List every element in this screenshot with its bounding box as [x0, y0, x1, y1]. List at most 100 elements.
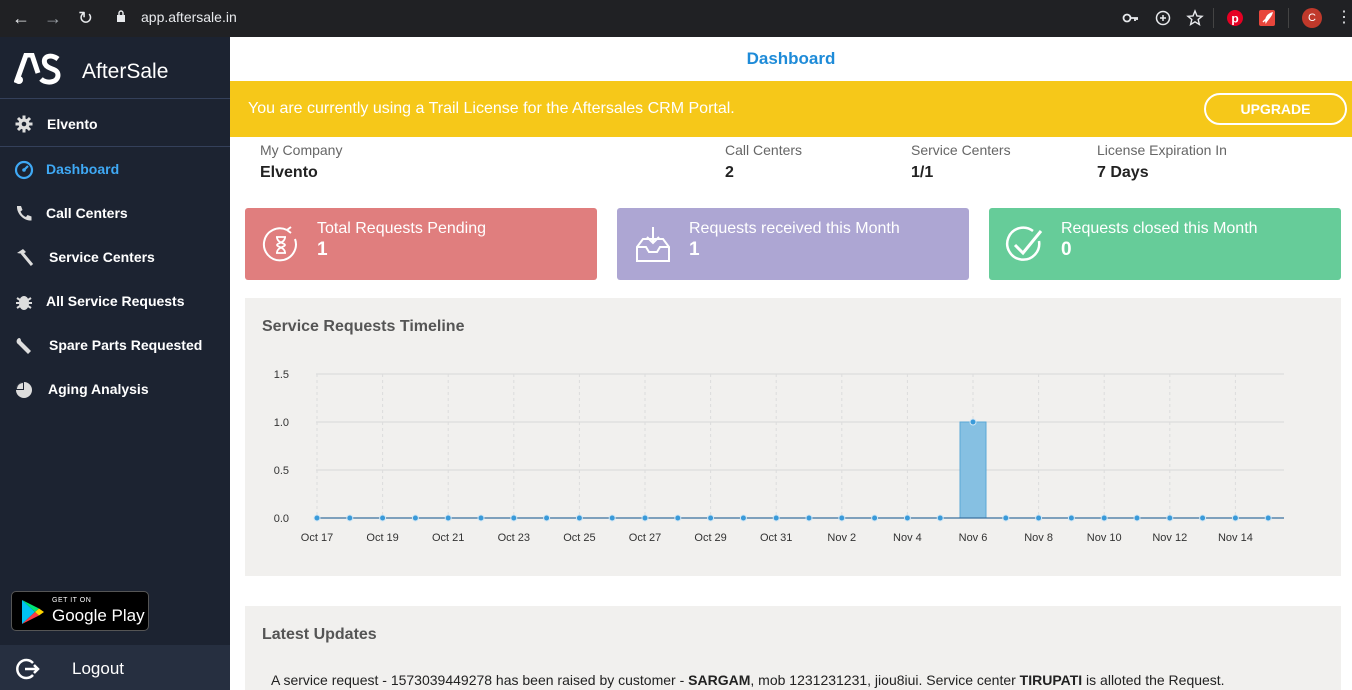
info-label: License Expiration In	[1097, 142, 1227, 158]
wrench-icon	[16, 338, 31, 354]
toolbar-divider	[1288, 8, 1289, 28]
browser-toolbar: ← → ↻ app.aftersale.in p C ⋮	[0, 0, 1352, 37]
info-label: Service Centers	[911, 142, 1011, 158]
chart-point	[1166, 514, 1174, 522]
chart-point	[772, 514, 780, 522]
x-tick-label: Oct 19	[366, 532, 398, 544]
page-title: Dashboard	[746, 49, 836, 68]
update-customer: SARGAM	[688, 672, 751, 688]
brand-name: AfterSale	[82, 60, 169, 83]
x-tick-label: Nov 6	[959, 532, 988, 544]
y-tick-label: 0.0	[274, 513, 289, 525]
chart-point	[346, 514, 354, 522]
pinterest-icon[interactable]: p	[1226, 9, 1244, 27]
sidebar-item-call-centers[interactable]: Call Centers	[0, 192, 230, 236]
timeline-title: Service Requests Timeline	[262, 318, 465, 335]
chart-point	[871, 514, 879, 522]
chart-point	[1100, 514, 1108, 522]
hourglass-icon	[262, 226, 297, 262]
info-label: Call Centers	[725, 142, 803, 158]
chart-point	[608, 514, 616, 522]
chart-point	[411, 514, 419, 522]
toolbar-divider	[1213, 8, 1214, 28]
sidebar-item-all-service-requests[interactable]: All Service Requests	[0, 280, 230, 324]
x-tick-label: Oct 21	[432, 532, 464, 544]
chart-point	[707, 514, 715, 522]
chart-point	[1264, 514, 1272, 522]
chart-point	[838, 514, 846, 522]
info-value: Elvento	[260, 164, 318, 181]
y-tick-label: 0.5	[274, 465, 289, 477]
sidebar-item-label: Call Centers	[46, 205, 128, 221]
chart-point	[1067, 514, 1075, 522]
stat-card-closed[interactable]: Requests closed this Month 0	[989, 208, 1341, 280]
aftersale-logo-icon	[14, 53, 61, 85]
brand[interactable]: AfterSale	[0, 37, 230, 99]
rocket-icon[interactable]	[1258, 9, 1276, 27]
chart-point	[674, 514, 682, 522]
chart-point	[936, 514, 944, 522]
star-icon[interactable]	[1186, 9, 1204, 27]
chart-point	[575, 514, 583, 522]
stat-card-received[interactable]: Requests received this Month 1	[617, 208, 969, 280]
sidebar: AfterSale Elvento Dashboard Call Centers…	[0, 37, 230, 690]
chart-point	[1231, 514, 1239, 522]
chart-point	[379, 514, 387, 522]
timeline-panel: Service Requests Timeline 0.0 0.5 1.0 1.5 Oc…	[245, 298, 1341, 576]
y-tick-label: 1.5	[274, 369, 289, 381]
upgrade-button[interactable]: UPGRADE	[1204, 93, 1347, 125]
x-tick-label: Nov 8	[1024, 532, 1053, 544]
sidebar-item-aging-analysis[interactable]: Aging Analysis	[0, 368, 230, 412]
reload-icon[interactable]: ↻	[78, 8, 94, 28]
stat-value: 1	[689, 239, 700, 260]
lock-icon	[117, 10, 125, 22]
key-icon[interactable]	[1122, 9, 1140, 27]
license-banner: You are currently using a Trail License …	[230, 81, 1352, 137]
x-tick-label: Oct 29	[694, 532, 726, 544]
chart-point	[1133, 514, 1141, 522]
x-tick-label: Nov 2	[827, 532, 856, 544]
dashboard-icon	[14, 160, 34, 180]
sidebar-item-service-centers[interactable]: Service Centers	[0, 236, 230, 280]
chart-point	[805, 514, 813, 522]
chart-point	[903, 514, 911, 522]
x-tick-label: Oct 31	[760, 532, 792, 544]
chart-point	[313, 514, 321, 522]
stat-title: Requests closed this Month	[1061, 220, 1258, 237]
info-license-expiration: License Expiration In 7 Days	[1097, 142, 1227, 182]
address-bar[interactable]: app.aftersale.in	[141, 9, 237, 25]
chart-bar	[959, 421, 987, 519]
updates-title: Latest Updates	[262, 626, 377, 643]
x-tick-label: Oct 25	[563, 532, 595, 544]
update-center: TIRUPATI	[1019, 672, 1083, 688]
x-tick-label: Nov 12	[1152, 532, 1187, 544]
google-play-badge[interactable]: GET IT ON Google Play	[11, 591, 149, 631]
zoom-icon[interactable]	[1154, 9, 1172, 27]
sidebar-item-spare-parts-requested[interactable]: Spare Parts Requested	[0, 324, 230, 368]
sidebar-item-label: Aging Analysis	[48, 381, 149, 397]
sidebar-item-dashboard[interactable]: Dashboard	[0, 148, 230, 192]
back-icon[interactable]: ←	[12, 8, 30, 28]
stat-value: 0	[1061, 239, 1072, 260]
company-selector[interactable]: Elvento	[0, 100, 230, 147]
inbox-icon	[636, 227, 670, 262]
stat-title: Total Requests Pending	[317, 220, 486, 237]
pie-icon	[16, 382, 32, 398]
bug-icon	[16, 296, 32, 310]
google-play-big-text: Google Play	[52, 606, 145, 625]
logout-button[interactable]: Logout	[0, 645, 230, 690]
update-item: A service request - 1573039449278 has be…	[271, 672, 1225, 688]
sidebar-item-label: All Service Requests	[46, 293, 185, 309]
chart-point	[543, 514, 551, 522]
menu-icon[interactable]: ⋮	[1336, 9, 1352, 26]
phone-icon	[16, 206, 32, 221]
logout-icon	[16, 658, 40, 680]
x-tick-label: Nov 14	[1218, 532, 1253, 544]
forward-icon[interactable]: →	[44, 8, 62, 28]
profile-avatar[interactable]: C	[1302, 8, 1322, 28]
info-label: My Company	[260, 142, 343, 158]
info-value: 7 Days	[1097, 164, 1149, 181]
info-call-centers: Call Centers 2	[725, 142, 802, 182]
logout-label: Logout	[72, 659, 124, 678]
stat-card-pending[interactable]: Total Requests Pending 1	[245, 208, 597, 280]
